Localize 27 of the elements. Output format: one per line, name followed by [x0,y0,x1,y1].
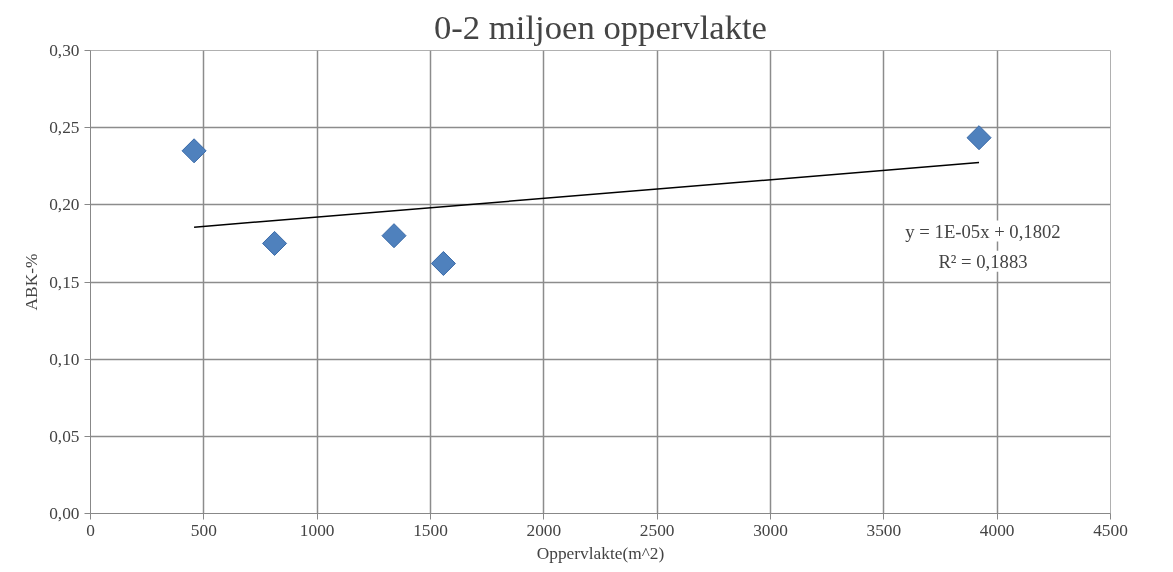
y-tick-label: 0,20 [49,195,80,215]
x-tick-label: 4500 [1093,520,1128,540]
y-axis-title: ABK-% [22,253,42,311]
y-tick-label: 0,05 [49,426,80,446]
point [262,230,288,256]
x-tick-label: 2500 [639,520,675,540]
x-axis-title: Oppervlakte(m^2) [536,543,665,563]
y-tick-label: 0,10 [49,349,80,369]
x-tick-label: 0 [86,520,95,540]
x-tick-label: 2000 [526,520,562,540]
x-tick-label: 3500 [866,520,902,540]
x-tick-label: 3000 [753,520,788,540]
annotation: y = 1E-05x + 0,1802 [905,220,1061,242]
point [381,223,407,249]
x-tick-label: 1000 [299,520,335,540]
x-tick-label: 4000 [979,520,1015,540]
point [966,125,992,151]
y-tick-label: 0,25 [49,118,80,138]
y-tick-label: 0,30 [49,41,80,60]
point [430,250,456,276]
x-tick-label: 500 [190,520,217,540]
y-tick-label: 0,15 [49,272,80,292]
annotation: R² = 0,1883 [938,250,1028,272]
y-tick-label: 0,00 [49,504,80,523]
chart-title: 0-2 miljoen oppervlakte [434,7,767,46]
point [181,138,207,164]
x-tick-label: 1500 [413,520,448,540]
